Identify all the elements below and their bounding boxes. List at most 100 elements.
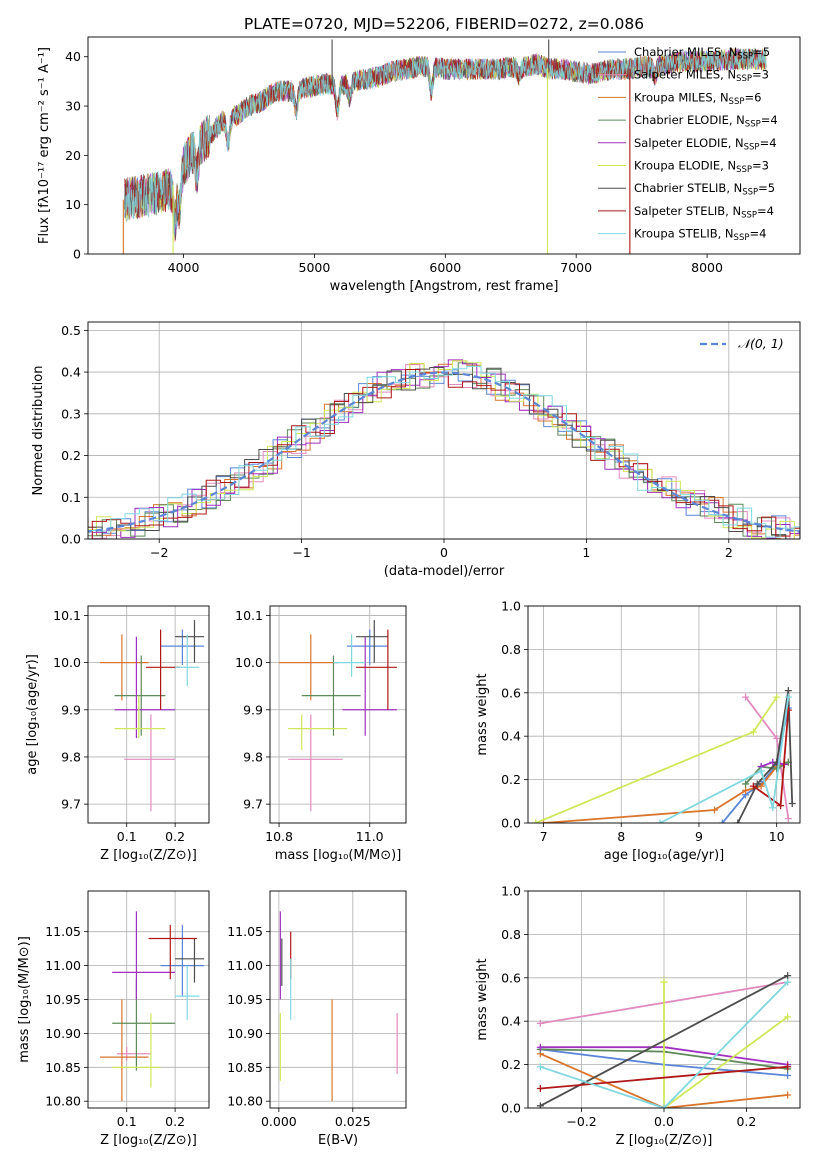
- y-tick-label: 11.00: [45, 958, 81, 973]
- x-axis-label: Z [log₁₀(Z/Z⊙)]: [100, 1133, 197, 1148]
- y-axis-label: Flux [fλ10⁻¹⁷ erg cm⁻² s⁻¹ A⁻¹]: [37, 47, 52, 244]
- y-tick-label: 30: [65, 99, 81, 114]
- legend-label-salpeter_elodie: Salpeter ELODIE, NSSP=4: [634, 136, 777, 153]
- legend: Chabrier MILES, NSSP=5 Salpeter MILES, NS…: [598, 45, 778, 243]
- series-marker-kroupa_miles: [711, 806, 719, 814]
- y-tick-label: 0.2: [501, 772, 521, 787]
- series-marker-chabrier_stelib: [753, 780, 761, 788]
- y-tick-label: 9.7: [243, 797, 263, 812]
- y-tick-label: 9.9: [243, 702, 263, 717]
- x-tick-label: 10: [769, 829, 785, 844]
- legend-label-kroupa_elodie: Kroupa ELODIE, NSSP=3: [634, 159, 769, 176]
- legend-label-chabrier_stelib: Chabrier STELIB, NSSP=5: [634, 181, 775, 198]
- x-tick-label: 0: [440, 545, 448, 560]
- series-marker-salpeter_stelib: [777, 802, 785, 810]
- x-tick-label: 4000: [168, 260, 200, 275]
- axes-frame: [87, 605, 210, 824]
- y-tick-label: 0.8: [501, 927, 521, 942]
- y-tick-label: 10.80: [45, 1094, 81, 1109]
- axes-frame: [527, 890, 801, 1109]
- x-tick-label: 0.2: [165, 829, 185, 844]
- x-axis-label: mass [log₁₀(M/M⊙)]: [275, 848, 402, 863]
- series-marker-kroupa_elodie: [749, 728, 757, 736]
- series-marker-salpeter_stelib: [784, 1063, 792, 1071]
- chart-spectrum: 4000 5000 6000 7000 8000 0 10 20 30 40 wavelength …: [37, 36, 801, 294]
- series-marker-chabrier_stelib: [536, 1102, 544, 1108]
- y-tick-label: 9.9: [61, 702, 81, 717]
- y-tick-label: 0.0: [61, 532, 81, 547]
- series-marker-kroupa_elodie: [660, 978, 668, 986]
- axes-frame: [87, 890, 210, 1109]
- y-tick-label: 0.6: [501, 685, 521, 700]
- chart-residuals: −2 −1 0 1 2 0.0 0.1 0.2 0.3 0.4 0.5 (data-model)/er…: [31, 321, 801, 579]
- x-tick-label: 6000: [429, 260, 461, 275]
- plot-area-massweight_vs_Z: [536, 972, 792, 1108]
- series-marker-kroupa_elodie: [784, 1013, 792, 1021]
- y-tick-label: 0.5: [61, 323, 81, 338]
- y-tick-label: 10.1: [235, 608, 263, 623]
- x-tick-label: 10.8: [265, 829, 293, 844]
- legend-label-salpeter_stelib: Salpeter STELIB, NSSP=4: [634, 204, 774, 221]
- y-tick-label: 40: [65, 49, 81, 64]
- series-marker-chabrier_stelib: [734, 819, 742, 823]
- y-tick-label: 10.95: [45, 992, 81, 1007]
- series-marker-chabrier_stelib: [784, 687, 792, 695]
- x-tick-label: −2: [150, 545, 168, 560]
- series-marker-salpeter_elodie: [536, 1043, 544, 1051]
- x-tick-label: 11.0: [356, 829, 384, 844]
- series-line-salpeter_stelib: [540, 1065, 788, 1090]
- axes-frame: [269, 890, 407, 1109]
- figure-title: PLATE=0720, MJD=52206, FIBERID=0272, z=0…: [244, 15, 644, 33]
- series-marker-chabrier_stelib: [784, 972, 792, 980]
- normal-curve: [88, 371, 800, 533]
- y-tick-label: 11.00: [227, 958, 263, 973]
- x-tick-label: 0.000: [261, 1114, 297, 1129]
- chart-mass_vs_EBV: 0.000 0.025 10.80 10.85 10.90 10.95 11.00 11.05…: [227, 890, 407, 1148]
- legend-label-kroupa_stelib: Kroupa STELIB, NSSP=4: [634, 227, 766, 244]
- series-marker-salpeter_miles: [773, 734, 781, 742]
- x-tick-label: 2: [725, 545, 733, 560]
- series-marker-kroupa_miles: [757, 782, 765, 790]
- series-line-kroupa_stelib: [659, 696, 790, 823]
- x-tick-label: −0.2: [566, 1114, 596, 1129]
- y-tick-label: 10: [65, 197, 81, 212]
- y-tick-label: 10.80: [227, 1094, 263, 1109]
- y-tick-label: 10.1: [53, 608, 81, 623]
- series-marker-chabrier_miles: [718, 819, 726, 823]
- x-axis-label: Z [log₁₀(Z/Z⊙)]: [100, 848, 197, 863]
- y-tick-label: 0.2: [61, 448, 81, 463]
- series-marker-chabrier_elodie: [742, 780, 750, 788]
- x-axis-label: E(B-V): [318, 1133, 358, 1148]
- series-marker-chabrier_stelib: [788, 799, 796, 807]
- chart-massweight_vs_age: 7 8 9 10 0.0 0.2 0.4 0.6 0.8 1.0 age [log₁₀(age/yr…: [475, 599, 801, 863]
- chart-mass_vs_Z: 0.1 0.2 10.80 10.85 10.90 10.95 11.00 11.05 Z [l…: [17, 890, 210, 1148]
- y-tick-label: 10.85: [45, 1060, 81, 1075]
- y-axis-label: age [log₁₀(age/yr)]: [25, 654, 40, 775]
- histogram-chabrier_stelib: [88, 367, 800, 539]
- series-line-kroupa_miles: [543, 761, 789, 823]
- series-marker-salpeter_stelib: [749, 782, 757, 790]
- y-tick-label: 0.4: [61, 365, 81, 380]
- y-tick-label: 10.95: [227, 992, 263, 1007]
- series-line-kroupa_elodie: [535, 696, 778, 823]
- series-marker-kroupa_stelib: [660, 1104, 668, 1108]
- plot-area-mass_vs_Z: [100, 911, 205, 1102]
- plot-area-mass_vs_EBV: [279, 911, 398, 1102]
- x-tick-label: 5000: [299, 260, 331, 275]
- x-tick-label: 7: [540, 829, 548, 844]
- y-tick-label: 20: [65, 148, 81, 163]
- series-line-kroupa_elodie: [663, 982, 789, 1108]
- x-tick-label: 0.2: [165, 1114, 185, 1129]
- x-tick-label: 7000: [560, 260, 592, 275]
- legend-label-salpeter_miles: Salpeter MILES, NSSP=3: [634, 68, 769, 85]
- series-line-kroupa_stelib: [124, 48, 767, 236]
- plot-area-residuals: [88, 359, 800, 539]
- x-tick-label: 0.2: [736, 1114, 756, 1129]
- x-tick-label: 1: [582, 545, 590, 560]
- axes-frame: [269, 605, 407, 824]
- series-marker-kroupa_elodie: [773, 693, 781, 701]
- x-axis-label: Z [log₁₀(Z/Z⊙)]: [616, 1133, 713, 1148]
- y-tick-label: 0.8: [501, 642, 521, 657]
- legend-label-kroupa_miles: Kroupa MILES, NSSP=6: [634, 90, 761, 107]
